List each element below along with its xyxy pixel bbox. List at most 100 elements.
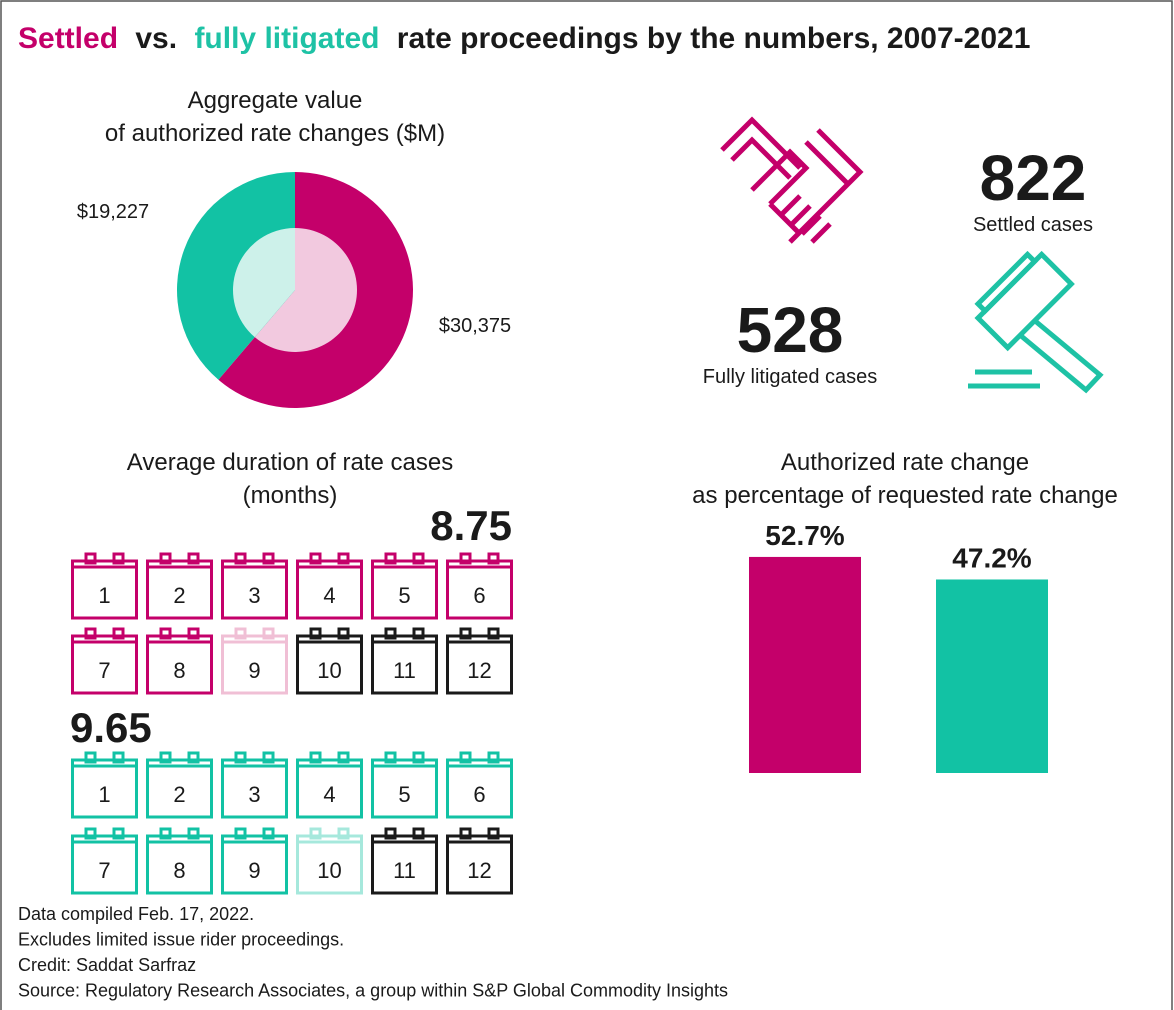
calendar-tab bbox=[384, 552, 397, 565]
month-number: 12 bbox=[467, 858, 491, 883]
month-number: 6 bbox=[473, 782, 485, 807]
month-number: 3 bbox=[248, 583, 260, 608]
month-number: 5 bbox=[398, 782, 410, 807]
calendar-icon bbox=[296, 627, 363, 695]
month-number: 2 bbox=[173, 583, 185, 608]
calendar-tab bbox=[234, 751, 247, 764]
calendar-body bbox=[371, 758, 438, 819]
chart-title: Aggregate value bbox=[188, 87, 363, 114]
calendar-body bbox=[71, 834, 138, 895]
month-number: 9 bbox=[248, 858, 260, 883]
month-number: 10 bbox=[317, 858, 341, 883]
calendar-tab bbox=[309, 827, 322, 840]
calendar-tab bbox=[309, 751, 322, 764]
calendar-tab bbox=[459, 751, 472, 764]
note: Credit: Saddat Sarfraz bbox=[18, 955, 196, 975]
calendar-tab bbox=[262, 751, 275, 764]
title-part: Settled bbox=[18, 22, 118, 55]
calendar-body bbox=[221, 559, 288, 620]
chart-title: of authorized rate changes ($M) bbox=[105, 120, 445, 147]
handshake-icon bbox=[720, 116, 864, 244]
calendar-body bbox=[146, 634, 213, 695]
value-label: 47.2% bbox=[952, 542, 1031, 573]
calendar-body bbox=[221, 634, 288, 695]
calendar-body bbox=[371, 834, 438, 895]
note: Excludes limited issue rider proceedings… bbox=[18, 930, 344, 950]
calendar-body bbox=[371, 634, 438, 695]
calendar-tab bbox=[234, 552, 247, 565]
calendar-icon bbox=[71, 627, 138, 695]
stat-label: Settled cases bbox=[973, 214, 1093, 236]
month-number: 1 bbox=[98, 782, 110, 807]
calendar-icon bbox=[296, 552, 363, 620]
calendar-icon bbox=[446, 627, 513, 695]
calendar-tab bbox=[187, 751, 200, 764]
month-number: 3 bbox=[248, 782, 260, 807]
calendar-body bbox=[296, 758, 363, 819]
month-number: 1 bbox=[98, 583, 110, 608]
calendar-tab bbox=[487, 827, 500, 840]
calendar-tab bbox=[384, 827, 397, 840]
value-label: $19,227 bbox=[77, 201, 149, 223]
calendar-tab bbox=[187, 827, 200, 840]
calendar-icon bbox=[221, 552, 288, 620]
month-number: 5 bbox=[398, 583, 410, 608]
calendar-tab bbox=[84, 552, 97, 565]
calendar-tab bbox=[487, 751, 500, 764]
calendar-tab bbox=[487, 552, 500, 565]
calendar-icon bbox=[371, 751, 438, 819]
value-label: $30,375 bbox=[439, 315, 511, 337]
calendar-body bbox=[296, 559, 363, 620]
title-part: vs. bbox=[135, 22, 177, 55]
calendar-tab bbox=[309, 552, 322, 565]
calendar-icon bbox=[296, 827, 363, 895]
calendar-tab bbox=[412, 627, 425, 640]
calendar-tab bbox=[337, 552, 350, 565]
calendar-tab bbox=[262, 627, 275, 640]
stat-value: 528 bbox=[737, 294, 844, 366]
calendar-tab bbox=[459, 827, 472, 840]
calendar-icon bbox=[446, 552, 513, 620]
calendar-body bbox=[146, 758, 213, 819]
calendar-tab bbox=[309, 627, 322, 640]
month-number: 11 bbox=[393, 658, 416, 683]
month-number: 2 bbox=[173, 782, 185, 807]
calendar-tab bbox=[384, 751, 397, 764]
calendar-icon bbox=[146, 627, 213, 695]
calendar-tab bbox=[84, 627, 97, 640]
calendar-tab bbox=[159, 827, 172, 840]
month-number: 6 bbox=[473, 583, 485, 608]
note: Data compiled Feb. 17, 2022. bbox=[18, 904, 254, 924]
calendar-tab bbox=[337, 827, 350, 840]
calendar-tab bbox=[84, 827, 97, 840]
calendar-icon bbox=[71, 552, 138, 620]
calendar-icon bbox=[146, 552, 213, 620]
calendar-icon bbox=[371, 827, 438, 895]
calendar-body bbox=[146, 559, 213, 620]
note: Source: Regulatory Research Associates, … bbox=[18, 981, 728, 1001]
calendar-body bbox=[71, 559, 138, 620]
calendar-tab bbox=[112, 751, 125, 764]
calendar-tab bbox=[487, 627, 500, 640]
month-number: 12 bbox=[467, 658, 491, 683]
calendar-tab bbox=[337, 627, 350, 640]
calendar-body bbox=[371, 559, 438, 620]
calendar-tab bbox=[384, 627, 397, 640]
calendar-tab bbox=[112, 552, 125, 565]
stat-value: 822 bbox=[980, 142, 1087, 214]
month-number: 8 bbox=[173, 858, 185, 883]
calendar-tab bbox=[159, 751, 172, 764]
calendar-tab bbox=[159, 627, 172, 640]
calendar-icon bbox=[221, 627, 288, 695]
calendar-tab bbox=[262, 552, 275, 565]
calendar-tab bbox=[337, 751, 350, 764]
chart-title: (months) bbox=[243, 482, 338, 509]
month-number: 7 bbox=[98, 658, 110, 683]
calendar-icon bbox=[446, 827, 513, 895]
calendar-body bbox=[221, 758, 288, 819]
calendar-body bbox=[71, 758, 138, 819]
calendar-icon bbox=[221, 751, 288, 819]
calendar-body bbox=[296, 834, 363, 895]
calendar-tab bbox=[187, 627, 200, 640]
calendar-tab bbox=[459, 627, 472, 640]
